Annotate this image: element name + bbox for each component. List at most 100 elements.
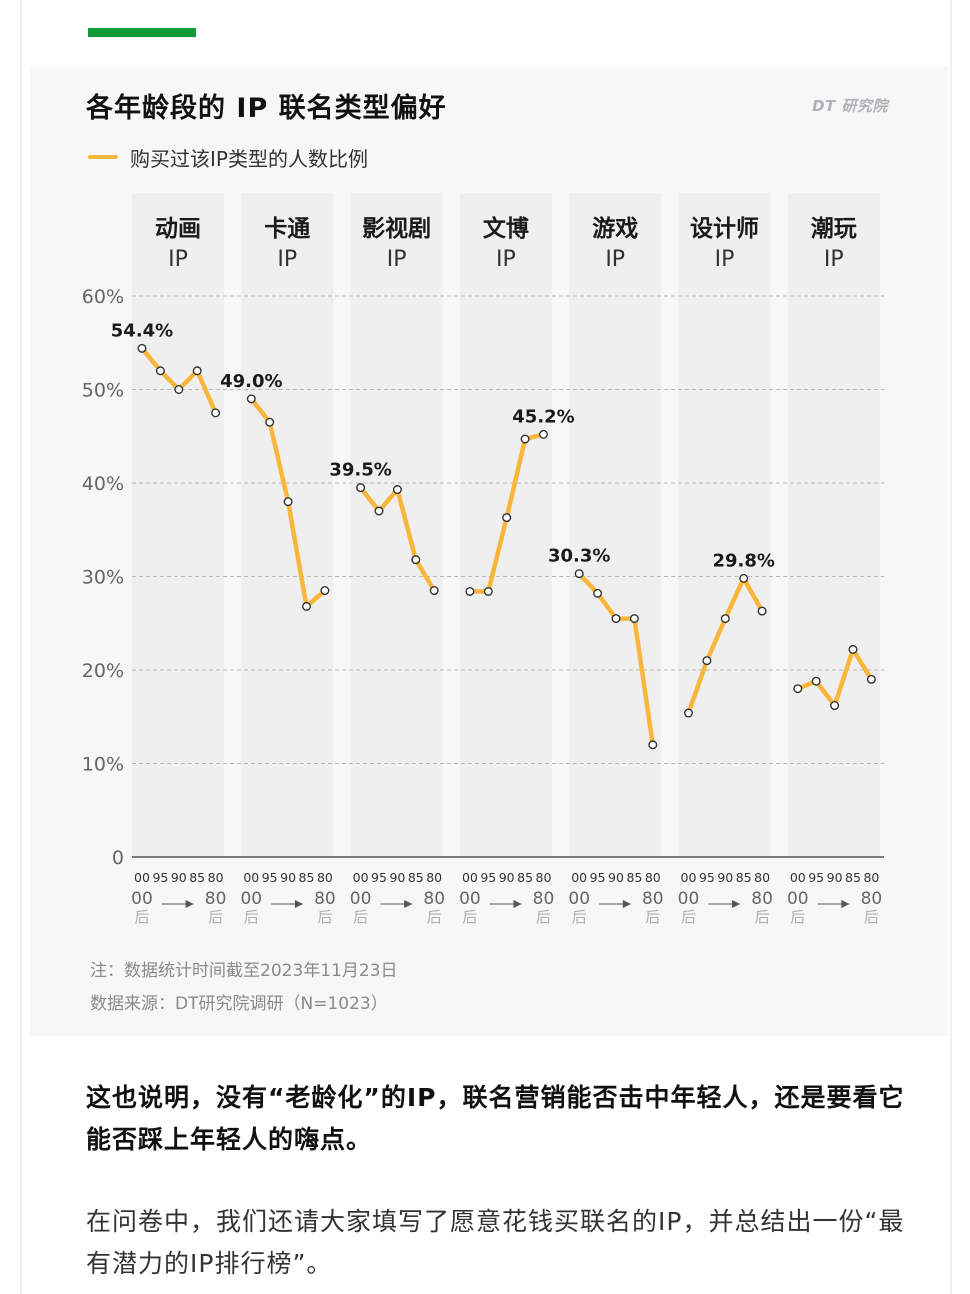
x-tick-label: 80 xyxy=(645,870,661,885)
x-from-suffix: 后 xyxy=(244,908,259,926)
data-point xyxy=(411,555,421,565)
legend-swatch xyxy=(88,155,118,159)
x-tick-label: 95 xyxy=(262,870,278,885)
x-tick-label: 00 xyxy=(790,870,806,885)
data-point xyxy=(265,417,275,427)
category-header-sub: IP xyxy=(824,247,844,272)
x-tick-label: 85 xyxy=(189,870,205,885)
category-panel xyxy=(569,193,662,857)
data-point xyxy=(811,676,821,686)
data-point xyxy=(684,708,694,718)
x-tick-label: 85 xyxy=(736,870,752,885)
category-panel xyxy=(241,193,334,857)
x-arrow-head xyxy=(622,900,631,908)
x-to-label: 80 xyxy=(751,889,773,909)
y-tick-label: 10% xyxy=(82,754,124,776)
data-point xyxy=(702,656,712,666)
x-tick-label: 95 xyxy=(699,870,715,885)
x-to-label: 80 xyxy=(314,889,336,909)
category-header: 影视剧 xyxy=(362,215,431,242)
y-tick-label: 30% xyxy=(82,567,124,589)
x-tick-label: 00 xyxy=(243,870,259,885)
data-point xyxy=(174,385,184,395)
y-tick-label: 20% xyxy=(82,660,124,682)
data-point xyxy=(483,586,493,596)
data-point xyxy=(502,513,512,523)
data-point xyxy=(246,394,256,404)
data-point xyxy=(757,606,767,616)
data-point xyxy=(283,497,293,507)
section-accent-bar xyxy=(88,28,196,37)
category-header-sub: IP xyxy=(496,247,516,272)
data-point xyxy=(356,483,366,493)
x-arrow-head xyxy=(513,900,522,908)
x-tick-label: 90 xyxy=(280,870,296,885)
x-to-label: 80 xyxy=(861,889,883,909)
x-tick-label: 90 xyxy=(171,870,187,885)
y-tick-label: 40% xyxy=(82,473,124,495)
data-point xyxy=(137,343,147,353)
category-panel xyxy=(787,193,880,857)
x-arrow-head xyxy=(294,900,303,908)
legend-label: 购买过该IP类型的人数比例 xyxy=(130,146,368,171)
data-point xyxy=(374,506,384,516)
x-from-label: 00 xyxy=(787,889,809,909)
data-point xyxy=(793,684,803,694)
x-arrow-head xyxy=(404,900,413,908)
x-tick-label: 80 xyxy=(208,870,224,885)
category-panel xyxy=(350,193,443,857)
data-point xyxy=(593,588,603,598)
data-point xyxy=(429,586,439,596)
data-point xyxy=(739,573,749,583)
x-tick-label: 00 xyxy=(462,870,478,885)
data-label: 45.2% xyxy=(512,406,574,427)
data-label: 49.0% xyxy=(220,371,282,392)
x-tick-label: 85 xyxy=(299,870,315,885)
x-from-label: 00 xyxy=(350,889,372,909)
data-point xyxy=(211,408,221,418)
x-from-label: 00 xyxy=(678,889,700,909)
x-tick-label: 85 xyxy=(626,870,642,885)
category-header-sub: IP xyxy=(605,247,625,272)
chart-note: 注：数据统计时间截至2023年11月23日 xyxy=(90,961,398,981)
x-tick-label: 90 xyxy=(499,870,515,885)
data-point xyxy=(465,586,475,596)
x-to-label: 80 xyxy=(205,889,227,909)
y-tick-label: 50% xyxy=(82,380,124,402)
data-point xyxy=(192,366,202,376)
x-from-suffix: 后 xyxy=(134,908,149,926)
line-chart: 0 10% 20% 30% 40% 50% 60% 动画 IP 卡通 IP 影视剧 IP 文博 IP 游戏 IP… xyxy=(81,193,884,926)
x-tick-label: 90 xyxy=(717,870,733,885)
x-to-suffix: 后 xyxy=(536,908,551,926)
x-to-suffix: 后 xyxy=(317,908,332,926)
x-from-label: 00 xyxy=(240,889,262,909)
x-from-label: 00 xyxy=(568,889,590,909)
chart-source: 数据来源：DT研究院调研（N=1023） xyxy=(90,994,388,1014)
page-edge-right xyxy=(950,0,952,1294)
data-label: 54.4% xyxy=(111,320,173,341)
x-tick-label: 95 xyxy=(152,870,168,885)
x-tick-label: 85 xyxy=(517,870,533,885)
data-point xyxy=(866,674,876,684)
data-point xyxy=(539,429,549,439)
x-from-label: 00 xyxy=(459,889,481,909)
category-header: 动画 xyxy=(155,216,201,242)
x-tick-label: 95 xyxy=(371,870,387,885)
x-tick-label: 80 xyxy=(426,870,442,885)
category-panel xyxy=(678,193,771,857)
data-label: 39.5% xyxy=(329,460,391,481)
category-header-sub: IP xyxy=(715,247,735,272)
x-from-suffix: 后 xyxy=(790,908,805,926)
x-tick-label: 00 xyxy=(353,870,369,885)
brand-logo: DT 研究院 xyxy=(812,97,888,115)
article-paragraph-2: 在问卷中，我们还请大家填写了愿意花钱买联名的IP，并总结出一份“最有潜力的IP排… xyxy=(86,1207,905,1278)
y-tick-label: 60% xyxy=(82,286,124,308)
x-to-label: 80 xyxy=(533,889,555,909)
data-label: 30.3% xyxy=(548,546,610,567)
data-point xyxy=(320,586,330,596)
category-panel xyxy=(132,193,224,857)
x-tick-label: 90 xyxy=(608,870,624,885)
x-to-suffix: 后 xyxy=(645,908,660,926)
data-point xyxy=(830,701,840,711)
x-tick-label: 00 xyxy=(134,870,150,885)
